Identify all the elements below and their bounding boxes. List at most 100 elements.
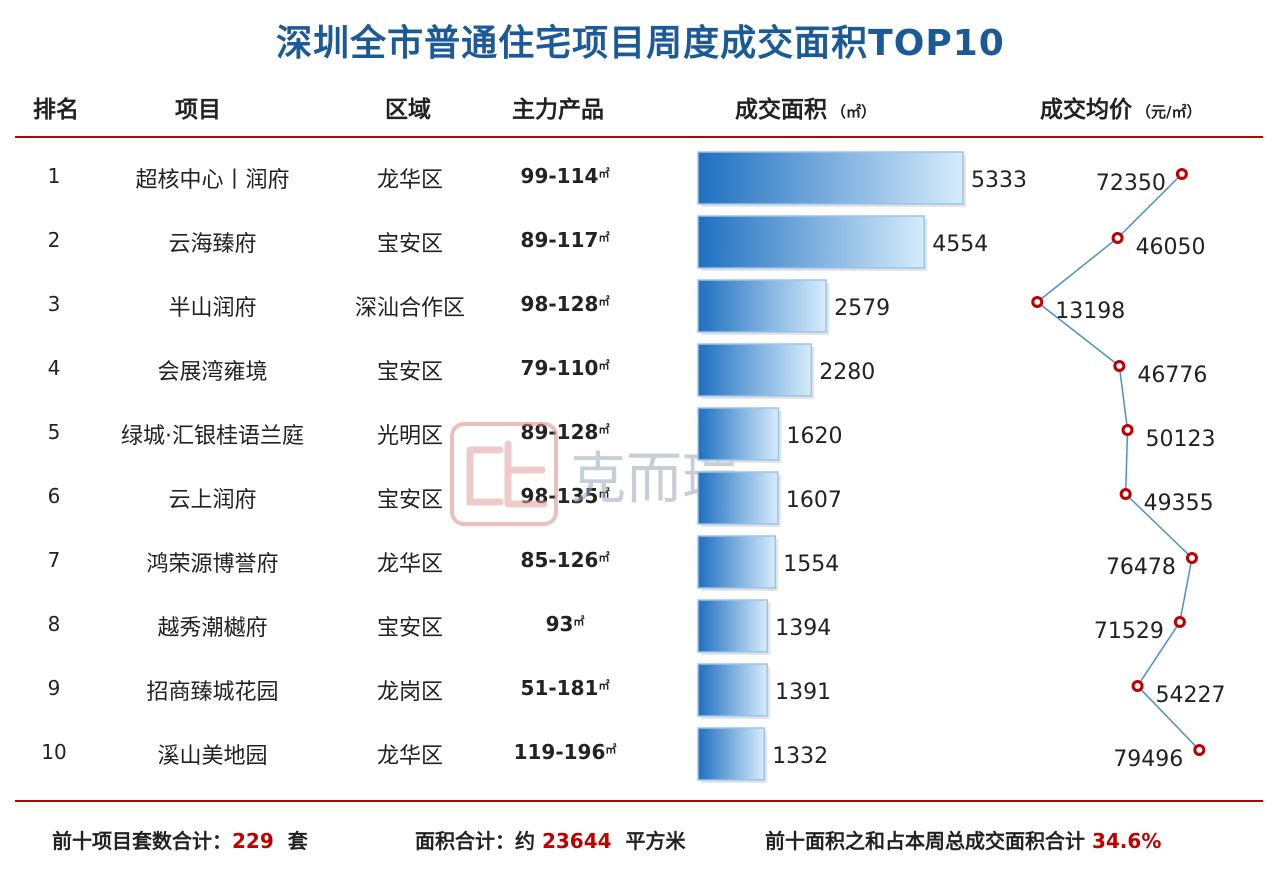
product-size-value: 98-135	[520, 484, 599, 508]
price-data-label: 46776	[1137, 363, 1207, 388]
area-bar-shadow	[701, 283, 830, 335]
area-bar	[697, 471, 779, 525]
area-bar-shadow	[701, 347, 815, 399]
project-name-cell: 会展湾雍境	[157, 360, 268, 385]
area-bar	[697, 151, 964, 205]
footer-sets-label: 前十项目套数合计：	[52, 829, 232, 853]
product-size-value: 98-128	[520, 292, 599, 316]
product-size-unit: ㎡	[598, 423, 610, 436]
area-bar-series: 5333 4554 2579 2280 1620 1607 1554 1394 1391 1332	[697, 151, 1027, 783]
price-marker	[1031, 296, 1044, 308]
product-size-unit: ㎡	[598, 487, 610, 500]
price-marker	[1185, 552, 1198, 564]
rank-cell: 8	[47, 612, 61, 636]
rank-cell: 2	[47, 228, 61, 252]
project-name-cell: 云海臻府	[168, 232, 257, 257]
price-data-label: 13198	[1055, 299, 1125, 324]
product-size-value: 89-128	[520, 420, 599, 444]
product-size-value: 79-110	[520, 356, 599, 380]
product-size-unit: ㎡	[573, 615, 585, 628]
area-data-label: 1620	[786, 424, 842, 449]
price-marker	[1113, 360, 1126, 372]
area-data-label: 4554	[932, 232, 988, 257]
price-data-label: 71529	[1094, 619, 1164, 644]
footer-divider	[15, 800, 1263, 802]
area-bar-shadow	[701, 731, 768, 783]
area-bar	[697, 279, 827, 333]
project-name-cell: 鸿荣源博誉府	[146, 552, 279, 577]
rank-cell: 5	[47, 420, 61, 444]
district-cell: 龙华区	[376, 744, 443, 769]
area-bar-shadow	[701, 667, 771, 719]
price-data-label: 50123	[1146, 427, 1216, 452]
footer-share: 前十面积之和占本周总成交面积合计 34.6%	[765, 825, 1161, 854]
area-bar-shadow	[701, 219, 928, 271]
rank-cell: 4	[47, 356, 61, 380]
area-bar	[697, 407, 780, 461]
area-bar-shadow	[701, 155, 966, 207]
price-data-label: 72350	[1096, 171, 1166, 196]
footer-share-value: 34.6%	[1091, 829, 1162, 853]
area-bar	[697, 535, 776, 589]
area-data-label: 1391	[775, 680, 831, 705]
header-project: 项目	[175, 97, 221, 123]
rank-cell: 3	[47, 292, 61, 316]
price-marker	[1175, 168, 1188, 180]
price-marker	[1193, 744, 1206, 756]
area-bar	[697, 727, 765, 781]
area-bar-shadow	[701, 411, 782, 463]
district-cell: 光明区	[376, 424, 443, 449]
product-size-unit: ㎡	[598, 551, 610, 564]
header-price-label: 成交均价	[1040, 97, 1132, 123]
rank-cell: 9	[47, 676, 61, 700]
footer-sets: 前十项目套数合计：229 套	[52, 825, 308, 854]
area-bar	[697, 663, 768, 717]
price-marker	[1173, 616, 1186, 628]
price-data-label: 49355	[1144, 491, 1214, 516]
project-name-cell: 超核中心丨润府	[135, 168, 290, 193]
header-area: 成交面积 （㎡）	[735, 90, 876, 124]
price-data-label: 79496	[1113, 747, 1183, 772]
area-bar	[697, 599, 769, 653]
area-bar-shadow	[701, 475, 781, 527]
district-cell: 龙华区	[376, 168, 443, 193]
product-size-cell: 98-128㎡	[495, 292, 635, 316]
area-data-label: 1554	[783, 552, 839, 577]
price-marker	[1131, 680, 1144, 692]
rank-cell: 1	[47, 164, 61, 188]
rank-cell: 6	[47, 484, 61, 508]
area-data-label: 2280	[819, 360, 875, 385]
product-size-cell: 89-128㎡	[495, 420, 635, 444]
footer-area: 面积合计：约 23644 平方米	[415, 825, 686, 854]
product-size-value: 119-196	[513, 740, 606, 764]
product-size-unit: ㎡	[598, 295, 610, 308]
footer-sets-value: 229	[232, 829, 274, 853]
district-cell: 宝安区	[376, 616, 443, 641]
footer-sets-unit: 套	[287, 829, 308, 853]
project-name-cell: 越秀潮樾府	[157, 616, 268, 641]
area-data-label: 5333	[971, 168, 1027, 193]
header-divider	[15, 136, 1263, 138]
footer-area-unit: 平方米	[625, 829, 686, 853]
district-cell: 深汕合作区	[354, 296, 465, 321]
product-size-cell: 51-181㎡	[495, 676, 635, 700]
product-size-cell: 119-196㎡	[495, 740, 635, 764]
rank-cell: 7	[47, 548, 61, 572]
product-size-value: 51-181	[520, 676, 599, 700]
district-cell: 龙岗区	[376, 680, 443, 705]
price-line-series: 72350 46050 13198 46776 50123 49355 76478 71529…	[1031, 168, 1226, 772]
header-rank: 排名	[33, 97, 79, 123]
header-district: 区域	[385, 97, 431, 123]
project-name-cell: 云上润府	[168, 488, 257, 513]
price-marker	[1119, 488, 1132, 500]
project-name-cell: 半山润府	[168, 296, 257, 321]
project-name-cell: 招商臻城花园	[146, 680, 279, 705]
product-size-cell: 98-135㎡	[495, 484, 635, 508]
area-bar	[697, 215, 926, 269]
area-bar-shadow	[701, 603, 771, 655]
product-size-value: 89-117	[520, 228, 599, 252]
product-size-unit: ㎡	[598, 679, 610, 692]
area-data-label: 1394	[775, 616, 831, 641]
header-product: 主力产品	[512, 97, 604, 123]
product-size-value: 99-114	[520, 164, 599, 188]
